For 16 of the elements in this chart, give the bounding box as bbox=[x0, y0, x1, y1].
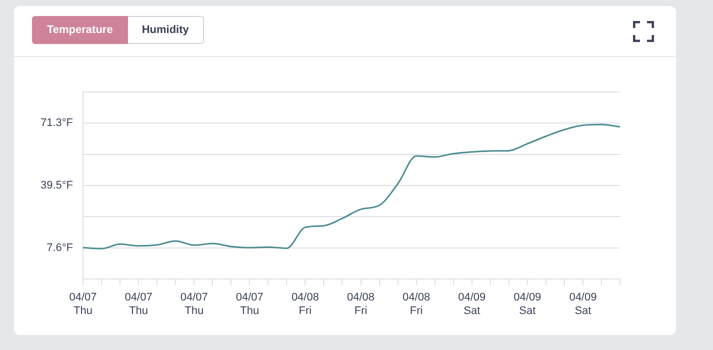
x-tick-label: 04/08 Fri bbox=[402, 292, 430, 317]
x-tick-label: 04/09 Sat bbox=[569, 292, 597, 317]
x-tick-label: 04/07 Thu bbox=[236, 292, 264, 317]
toggle-button: Humidity bbox=[128, 16, 204, 44]
x-tick-label: 04/07 Thu bbox=[69, 292, 97, 317]
toggle-button: Temperature bbox=[32, 16, 128, 44]
x-tick-label: 04/08 Fri bbox=[346, 292, 375, 317]
x-tick-label: 04/08 Fri bbox=[291, 292, 319, 317]
x-tick-label: 04/07 Thu bbox=[180, 292, 208, 317]
line-series bbox=[82, 124, 621, 250]
x-tick-label: 04/09 Sat bbox=[458, 292, 486, 317]
x-tick-label: 04/07 Thu bbox=[124, 292, 152, 317]
x-tick-label: 04/09 Sat bbox=[514, 292, 542, 317]
y-tick-label: 39.5°F bbox=[40, 179, 74, 192]
y-tick-label: 71.3°F bbox=[40, 117, 74, 130]
y-tick-label: 7.6°F bbox=[46, 242, 74, 254]
